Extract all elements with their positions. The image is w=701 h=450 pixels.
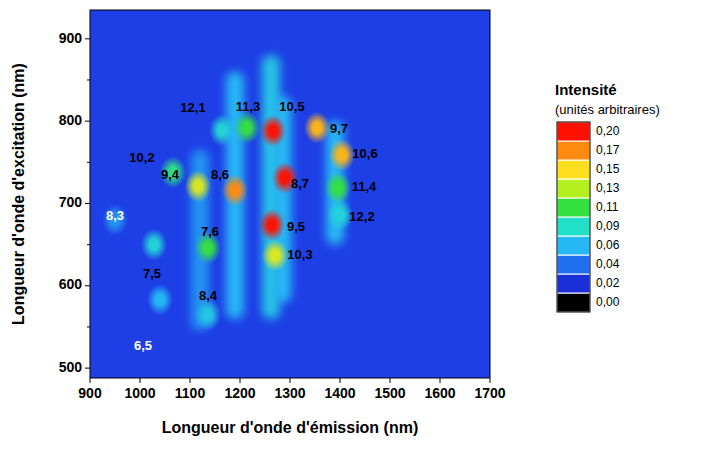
x-axis-title: Longueur d'onde d'émission (nm) [162, 419, 419, 436]
colorbar-box [557, 160, 590, 179]
y-tick [85, 203, 90, 204]
peak-label: 8,4 [199, 288, 218, 303]
colorbar-label: 0,15 [596, 162, 620, 176]
x-tick-label: 1700 [474, 385, 505, 401]
colorbar-box [557, 141, 590, 160]
x-tick [390, 378, 391, 383]
y-minor-tick [87, 162, 90, 163]
colorbar-box [557, 179, 590, 198]
colorbar-box [557, 236, 590, 255]
peak [234, 112, 260, 144]
peak-label: 10,3 [287, 247, 312, 262]
colorbar-box [557, 274, 590, 293]
colorbar-label: 0,09 [596, 219, 620, 233]
colorbar-label: 0,17 [596, 143, 620, 157]
colorbar-label: 0,02 [596, 276, 620, 290]
y-tick [85, 38, 90, 39]
peak-label: 9,5 [287, 219, 305, 234]
x-tick-label: 1500 [374, 385, 405, 401]
x-tick-label: 1000 [124, 385, 155, 401]
y-tick-label: 800 [59, 112, 83, 128]
peak [147, 284, 173, 316]
chart: 12,1 11,3 10,5 9,7 10,6 11,4 12,2 8,7 9,5 10,3 8,6… [0, 0, 701, 450]
colorbar-frame [557, 122, 590, 312]
peak-label: 11,3 [236, 99, 261, 114]
peak-label: 8,6 [211, 167, 229, 182]
y-minor-tick [87, 326, 90, 327]
colorbar-box [557, 217, 590, 236]
peak [160, 156, 186, 188]
x-tick [190, 378, 191, 383]
x-tick [290, 378, 291, 383]
y-tick-label: 500 [59, 359, 83, 375]
x-tick [340, 378, 341, 383]
colorbar-box [557, 122, 590, 141]
plot-frame [90, 10, 490, 378]
y-tick [85, 368, 90, 369]
x-tick-label: 1100 [175, 385, 206, 401]
peak [141, 229, 167, 261]
peak [260, 115, 286, 147]
x-tick [440, 378, 441, 383]
x-tick [140, 378, 141, 383]
x-tick-label: 1300 [274, 385, 305, 401]
peak [329, 139, 355, 171]
y-tick-label: 700 [59, 194, 83, 210]
peak [195, 299, 221, 331]
colorbar-label: 0,20 [596, 124, 620, 138]
peak-label: 10,6 [352, 146, 377, 161]
peak-label: 12,1 [180, 100, 205, 115]
y-tick [85, 285, 90, 286]
plot-background [90, 10, 490, 378]
x-tick-label: 900 [78, 385, 102, 401]
peak-label: 11,4 [352, 179, 377, 194]
peak-label: 10,5 [279, 99, 304, 114]
peak-label: 9,4 [161, 167, 180, 182]
y-tick-label: 900 [59, 30, 83, 46]
y-tick [85, 121, 90, 122]
peak [325, 172, 351, 204]
colorbar-label: 0,11 [596, 200, 619, 214]
peak [209, 114, 235, 146]
x-tick-label: 1400 [324, 385, 355, 401]
colorbar-label: 0,13 [596, 181, 620, 195]
colorbar-box [557, 198, 590, 217]
colorbar-label: 0,00 [596, 295, 620, 309]
peak-label: 7,6 [201, 224, 219, 239]
colorbar-box [557, 255, 590, 274]
colorbar-label: 0,04 [596, 257, 620, 271]
peak-label: 7,5 [143, 266, 161, 281]
y-axis-title: Longueur d'onde d'excitation (nm) [10, 63, 27, 325]
y-tick-label: 600 [59, 276, 83, 292]
colorbar-subtitle: (unités arbitraires) [555, 102, 660, 117]
colorbar-label: 0,06 [596, 238, 620, 252]
x-tick-label: 1600 [424, 385, 455, 401]
peak-label: 12,2 [349, 209, 374, 224]
peak [262, 239, 288, 271]
peak-label: 9,7 [330, 121, 348, 136]
x-tick [240, 378, 241, 383]
x-tick [490, 378, 491, 383]
peak [259, 209, 285, 241]
colorbar-title: Intensité [555, 81, 617, 98]
peak [185, 170, 211, 202]
colorbar-box [557, 293, 590, 312]
y-minor-tick [87, 244, 90, 245]
peak-label: 6,5 [134, 338, 152, 353]
peak [304, 112, 330, 144]
x-tick [90, 378, 91, 383]
peak [102, 204, 128, 236]
peak-label: 8,3 [106, 208, 124, 223]
marks [102, 55, 355, 330]
x-tick-label: 1200 [224, 385, 255, 401]
y-minor-tick [87, 79, 90, 80]
peak-label: 10,2 [129, 150, 154, 165]
peak-label: 8,7 [291, 176, 309, 191]
